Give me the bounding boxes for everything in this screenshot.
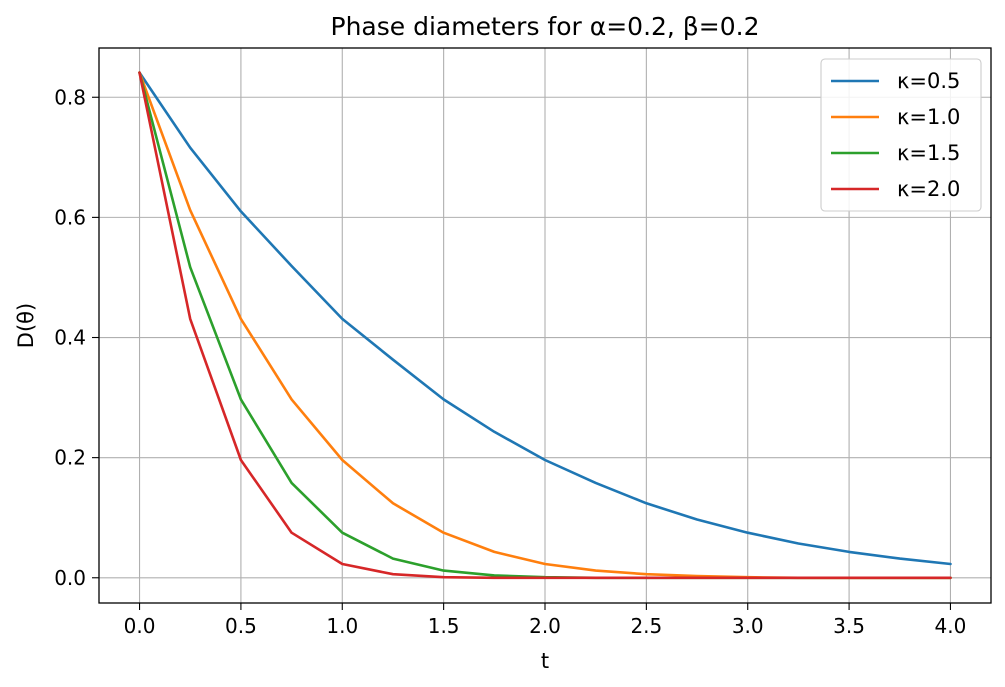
y-tick-label: 0.6	[54, 205, 86, 229]
y-tick-label: 0.0	[54, 566, 86, 590]
x-tick-label: 4.0	[935, 614, 967, 638]
x-tick-label: 2.5	[630, 614, 662, 638]
y-tick-label: 0.8	[54, 85, 86, 109]
legend: κ=0.5 κ=1.0 κ=1.5 κ=2.0	[820, 58, 982, 212]
series-line-4	[138, 71, 952, 580]
legend-label-2: κ=1.0	[897, 105, 960, 129]
series-lines	[138, 71, 952, 580]
y-tick-label: 0.4	[54, 326, 86, 350]
chart-title: Phase diameters for α=0.2, β=0.2	[331, 12, 760, 41]
x-tick-label: 3.0	[732, 614, 764, 638]
axis-ticks: 0.0 0.5 1.0 1.5 2.0 2.5 3.0 3.5 4.0 0.0 0.2 0.4 0.6 0…	[54, 85, 966, 638]
x-axis-label: t	[541, 649, 549, 673]
legend-label-3: κ=1.5	[897, 141, 960, 165]
y-axis-label: D(θ)	[14, 303, 38, 348]
y-tick-label: 0.2	[54, 446, 86, 470]
legend-label-1: κ=0.5	[897, 69, 960, 93]
x-tick-label: 0.0	[124, 614, 156, 638]
x-tick-label: 1.0	[326, 614, 358, 638]
series-line-1	[138, 71, 952, 566]
legend-label-4: κ=2.0	[897, 177, 960, 201]
x-tick-label: 1.5	[428, 614, 460, 638]
x-tick-label: 0.5	[225, 614, 257, 638]
x-tick-label: 3.5	[833, 614, 865, 638]
x-tick-label: 2.0	[529, 614, 561, 638]
legend-box	[820, 58, 982, 212]
